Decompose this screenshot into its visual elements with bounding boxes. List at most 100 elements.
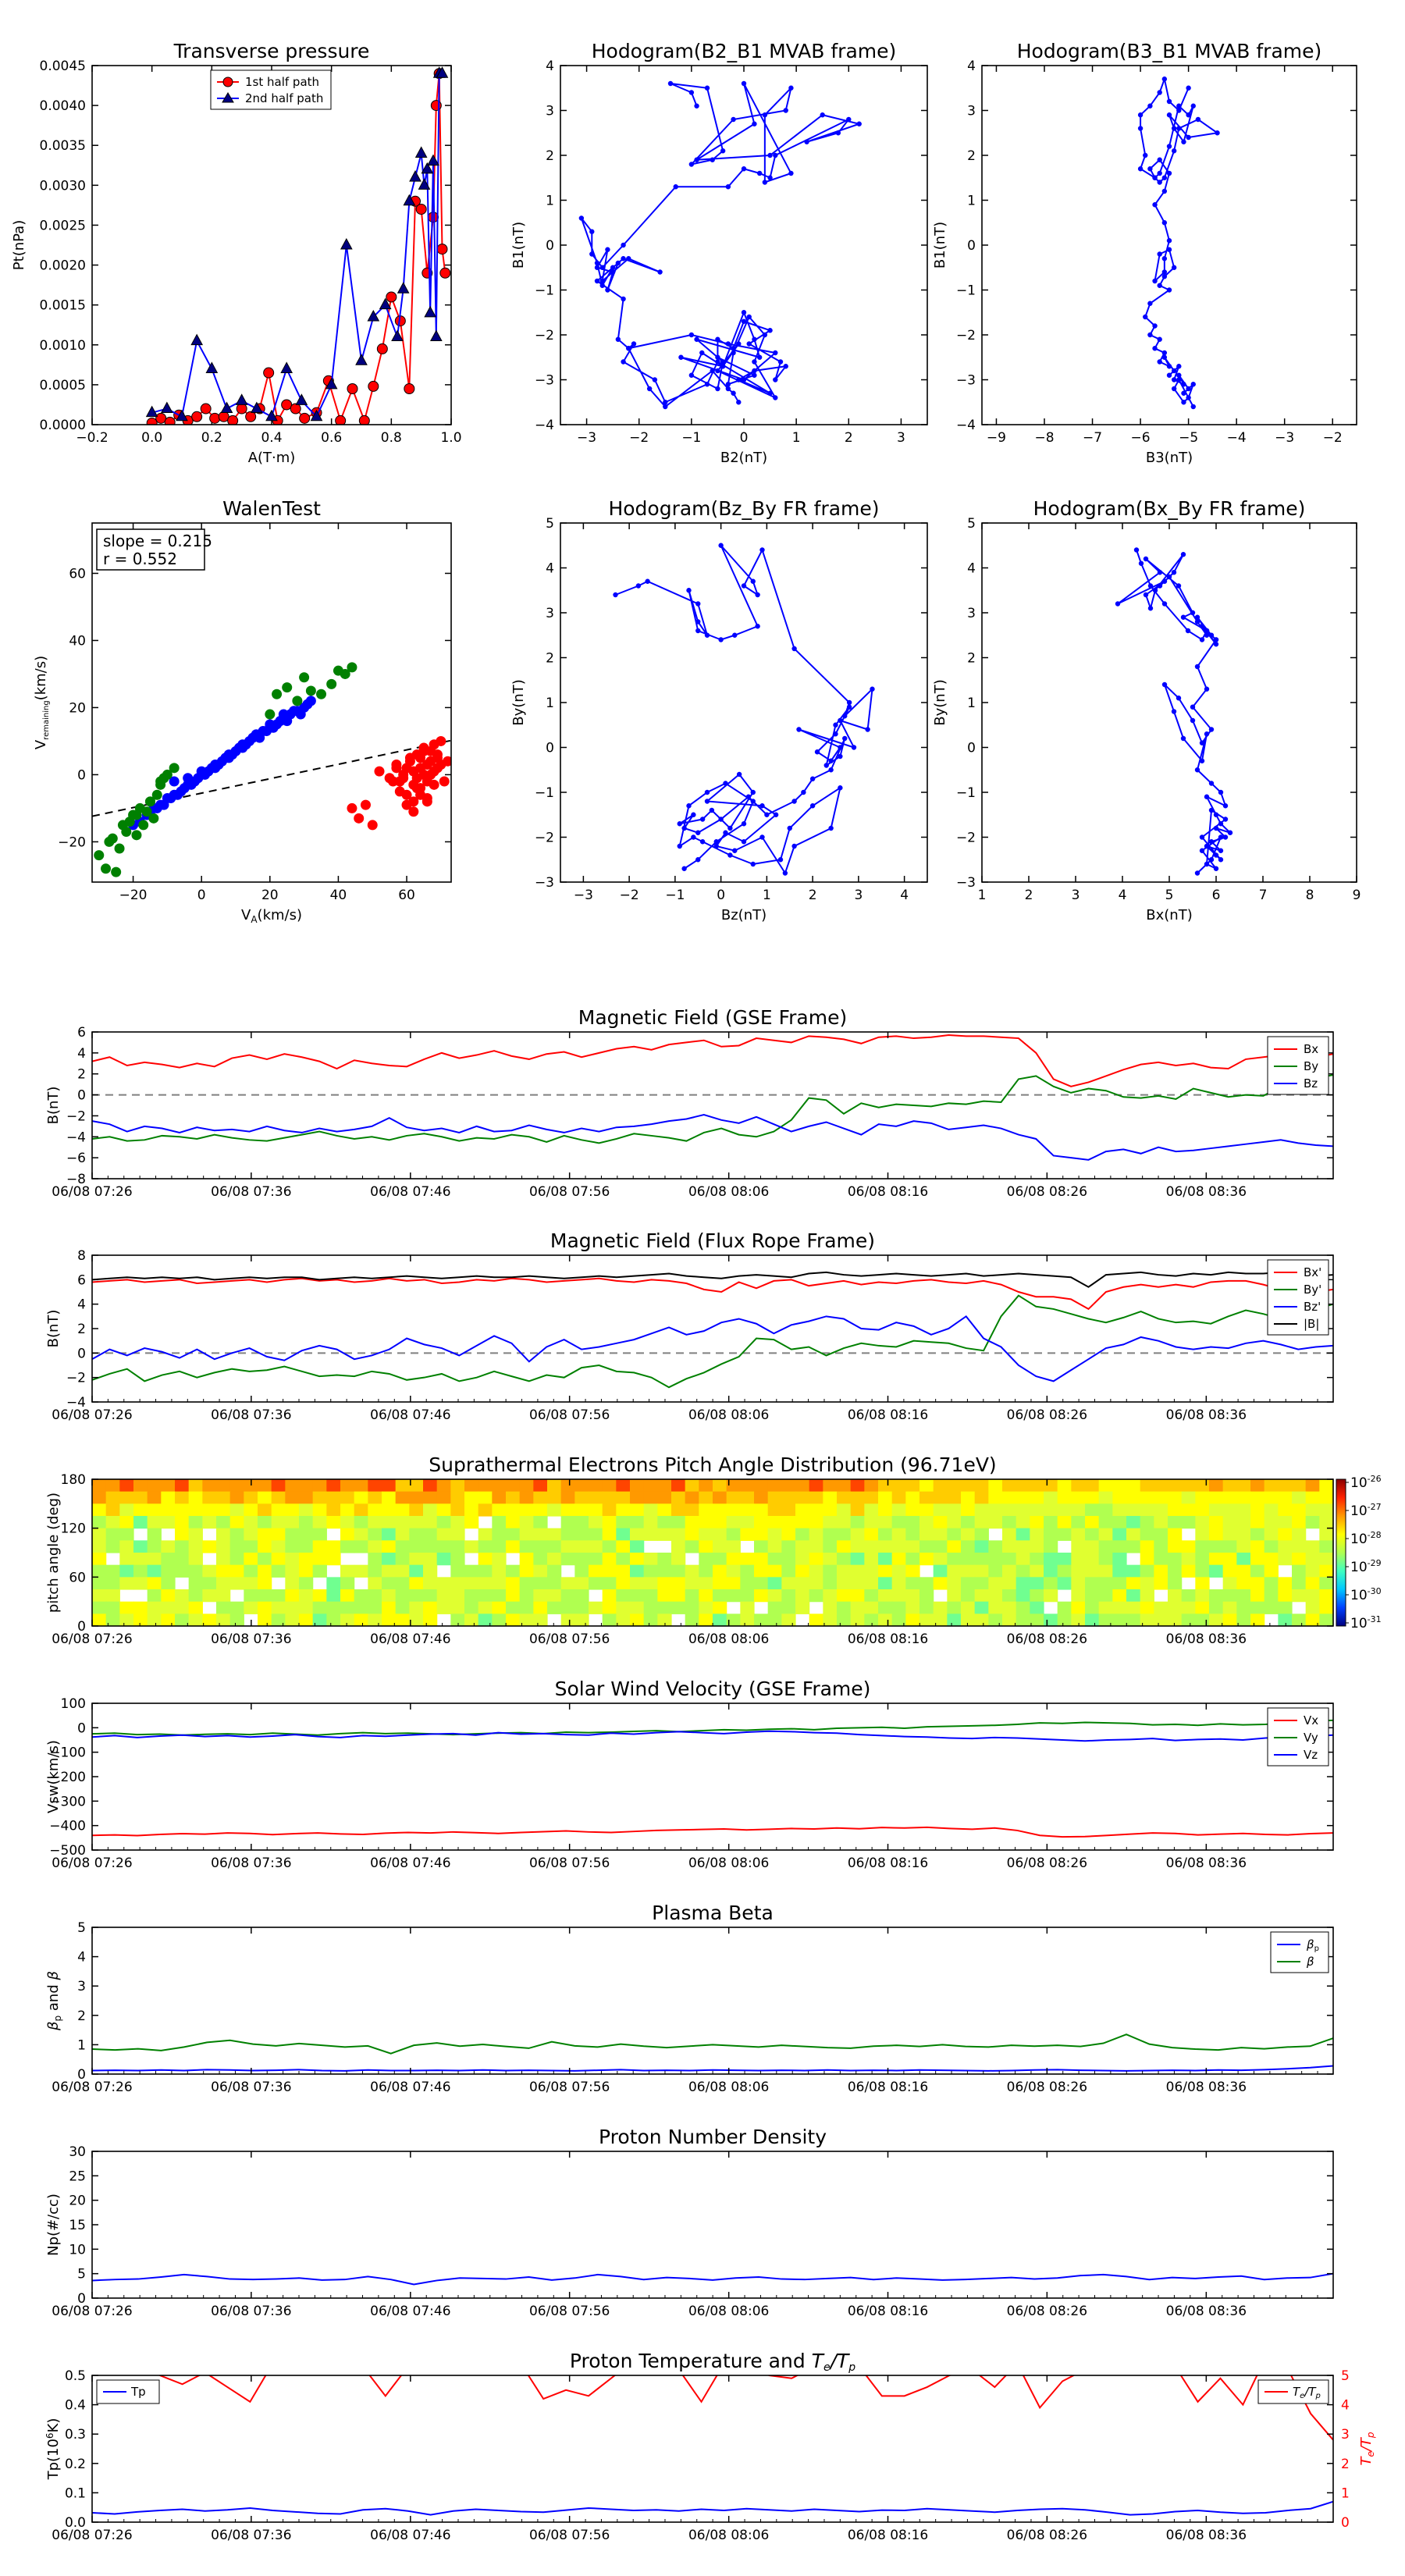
heatmap-cell [188,1540,203,1553]
data-point [340,237,353,250]
heatmap-cell [1140,1601,1154,1614]
heatmap-cell [506,1614,521,1627]
heatmap-cell [919,1491,934,1504]
y-tick-label: −400 [49,1819,86,1834]
heatmap-cell [271,1491,286,1504]
heatmap-cell [602,1564,617,1578]
heatmap-cell [974,1479,989,1493]
heatmap-cell [713,1540,727,1553]
y-axis-label: B(nT) [45,1310,62,1348]
data-point [1208,839,1215,845]
data-point [745,794,752,799]
heatmap-cell [1044,1553,1058,1566]
heatmap-cell [133,1601,148,1614]
heatmap-cell [244,1528,258,1541]
heatmap-cell [1181,1516,1196,1529]
heatmap-cell [630,1491,645,1504]
time-tick-label: 06/08 08:16 [848,1631,928,1647]
heatmap-cell [878,1601,893,1614]
heatmap-cell [492,1540,507,1553]
legend-label: Te/Tp [1293,2385,1321,2400]
heatmap-cell [891,1553,906,1566]
heatmap-cell [368,1503,382,1517]
heatmap-cell [1112,1503,1127,1517]
data-point [715,336,720,342]
heatmap-cell [533,1577,548,1590]
heatmap-cell [616,1516,631,1529]
heatmap-cell [1016,1589,1030,1603]
x-tick-label: 0 [740,430,749,446]
heatmap-cell [1319,1553,1334,1566]
y-tick-label: 0 [77,767,86,783]
heatmap-cell [1168,1503,1183,1517]
data-point [720,359,726,365]
data-point [782,870,788,876]
data-point [151,802,162,813]
heatmap-cell [133,1540,148,1553]
heatmap-cell [258,1614,272,1627]
heatmap-cell [713,1491,727,1504]
heatmap-cell [312,1564,327,1578]
heatmap-cell [1209,1479,1224,1493]
heatmap-cell [630,1528,645,1541]
heatmap-cell [519,1528,534,1541]
heatmap-cell [1085,1516,1100,1529]
time-tick-label: 06/08 07:36 [211,2304,291,2319]
heatmap-cell [105,1577,120,1590]
legend-marker [222,92,234,103]
time-tick-label: 06/08 08:36 [1166,1184,1247,1200]
heatmap-cell [492,1503,507,1517]
legend-label: |B| [1304,1317,1319,1331]
time-tick-label: 06/08 08:36 [1166,2304,1247,2319]
heatmap-cell [1030,1601,1044,1614]
data-point [710,157,715,162]
plot-frame [560,522,928,883]
heatmap-cell [726,1516,741,1529]
heatmap-cell [506,1528,521,1541]
heatmap-cell [1126,1491,1141,1504]
heatmap-cell [809,1614,823,1627]
heatmap-cell [1098,1564,1113,1578]
data-point [732,632,738,638]
heatmap-cell [188,1479,203,1493]
heatmap-cell [271,1540,286,1553]
data-point [677,821,682,827]
data-point [1213,637,1219,642]
y2-tick-label: 4 [1341,2398,1350,2414]
heatmap-cell [423,1479,438,1493]
data-point [1176,126,1182,131]
heatmap-cell [1098,1516,1113,1529]
data-point [773,152,778,158]
x-tick-label: 0.2 [201,430,222,446]
data-point [114,843,125,854]
heatmap-cell [147,1528,162,1541]
heatmap-cell [368,1491,382,1504]
data-point [1215,130,1220,136]
heatmap-cell [643,1491,658,1504]
heatmap-cell [1292,1479,1307,1493]
heatmap-cell [974,1491,989,1504]
heatmap-cell [188,1614,203,1627]
heatmap-cell [961,1491,976,1504]
heatmap-cell [1071,1479,1086,1493]
data-point [1143,152,1148,158]
data-point [736,400,742,405]
heatmap-cell [312,1479,327,1493]
data-point [1171,709,1177,714]
heatmap-cell [574,1503,589,1517]
heatmap-cell [1292,1516,1307,1529]
heatmap-cell [506,1564,521,1578]
y-tick-label: 60 [69,566,86,582]
heatmap-cell [616,1491,631,1504]
heatmap-cell [1098,1540,1113,1553]
data-point [162,769,173,780]
heatmap-cell [1112,1577,1127,1590]
y-tick-label: 1 [967,696,976,711]
heatmap-cell [657,1491,672,1504]
heatmap-cell [685,1503,699,1517]
data-point [1195,116,1201,123]
y-axis-label: Vremaining(km/s) [33,656,51,749]
data-point [429,779,439,790]
